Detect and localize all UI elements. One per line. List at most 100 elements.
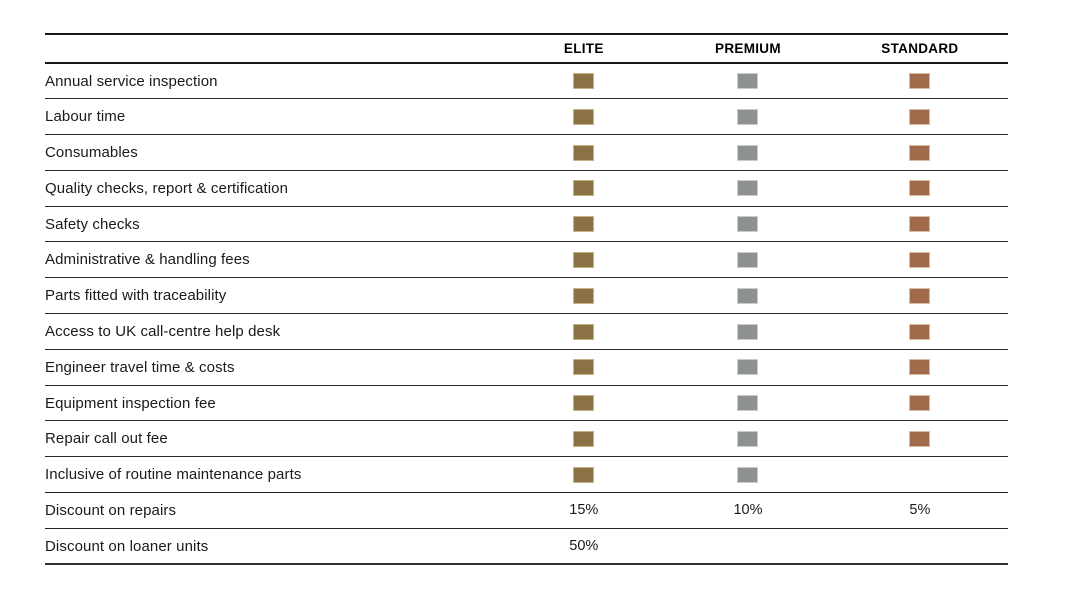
- table-row: Consumables: [45, 134, 1008, 171]
- elite-cell: [503, 313, 665, 350]
- header-row: ELITE PREMIUM STANDARD: [45, 33, 1008, 64]
- standard-cell: [831, 170, 1008, 207]
- standard-cell: [831, 313, 1008, 350]
- premium-included-swatch: [737, 144, 759, 161]
- premium-included-swatch: [737, 108, 759, 125]
- elite-cell: [503, 134, 665, 171]
- premium-cell: [664, 241, 832, 279]
- service-plans-comparison-table: ELITE PREMIUM STANDARD Annual service in…: [45, 33, 1008, 566]
- elite-included-swatch: [573, 287, 595, 304]
- premium-cell: [664, 63, 832, 100]
- elite-cell: 50%: [503, 528, 665, 566]
- standard-included-swatch: [909, 430, 931, 447]
- elite-included-swatch: [573, 144, 595, 161]
- column-header-elite: ELITE: [503, 33, 665, 64]
- elite-included-swatch: [573, 359, 595, 376]
- premium-cell: [664, 456, 832, 494]
- elite-cell: [503, 241, 665, 279]
- elite-included-swatch: [573, 323, 595, 340]
- feature-label: Equipment inspection fee: [45, 385, 504, 422]
- premium-cell: [664, 277, 832, 315]
- elite-included-swatch: [573, 180, 595, 197]
- elite-cell: [503, 385, 665, 422]
- standard-included-swatch: [909, 359, 931, 376]
- elite-included-swatch: [573, 73, 595, 90]
- table-row: Discount on loaner units 50%: [45, 528, 1008, 566]
- premium-cell: [664, 134, 832, 171]
- elite-cell: [503, 170, 665, 207]
- premium-cell: [664, 420, 832, 458]
- feature-label: Consumables: [45, 134, 504, 171]
- premium-cell: 10%: [664, 492, 832, 529]
- premium-included-swatch: [737, 430, 759, 447]
- table-row: Administrative & handling fees: [45, 241, 1008, 279]
- standard-cell: [831, 241, 1008, 279]
- elite-included-swatch: [573, 108, 595, 125]
- feature-label: Discount on loaner units: [45, 528, 504, 566]
- feature-label: Administrative & handling fees: [45, 241, 504, 279]
- table-row: Equipment inspection fee: [45, 385, 1008, 422]
- standard-value-text: 5%: [909, 502, 931, 519]
- standard-included-swatch: [909, 251, 931, 268]
- feature-label: Annual service inspection: [45, 63, 504, 100]
- elite-included-swatch: [573, 251, 595, 268]
- standard-included-swatch: [909, 216, 931, 233]
- standard-included-swatch: [909, 287, 931, 304]
- standard-cell: [831, 206, 1008, 243]
- feature-label: Parts fitted with traceability: [45, 277, 504, 315]
- elite-value-text: 50%: [569, 538, 599, 554]
- standard-included-swatch: [909, 395, 931, 412]
- elite-cell: [503, 63, 665, 100]
- elite-cell: [503, 456, 665, 494]
- elite-cell: [503, 420, 665, 458]
- feature-label: Access to UK call-centre help desk: [45, 313, 504, 350]
- standard-cell: [831, 385, 1008, 422]
- standard-cell: [831, 420, 1008, 458]
- standard-cell: [831, 349, 1008, 386]
- standard-cell: [831, 134, 1008, 171]
- standard-cell: [831, 277, 1008, 315]
- table-row: Quality checks, report & certification: [45, 170, 1008, 207]
- table-row: Discount on repairs 15% 10% 5%: [45, 492, 1008, 529]
- standard-included-swatch: [909, 180, 931, 197]
- elite-included-swatch: [573, 430, 595, 447]
- table-row: Inclusive of routine maintenance parts: [45, 456, 1008, 494]
- elite-cell: [503, 98, 665, 136]
- feature-label: Repair call out fee: [45, 420, 504, 458]
- elite-cell: [503, 349, 665, 386]
- standard-cell: [831, 98, 1008, 136]
- table-row: Parts fitted with traceability: [45, 277, 1008, 315]
- table-row: Labour time: [45, 98, 1008, 136]
- premium-included-swatch: [737, 323, 759, 340]
- premium-included-swatch: [737, 466, 759, 483]
- premium-cell: [664, 349, 832, 386]
- feature-column-header: [45, 33, 504, 64]
- premium-value-text: 10%: [733, 502, 763, 519]
- column-header-premium: PREMIUM: [664, 33, 832, 64]
- premium-included-swatch: [737, 216, 759, 233]
- premium-included-swatch: [737, 180, 759, 197]
- premium-included-swatch: [737, 395, 759, 412]
- table-row: Annual service inspection: [45, 63, 1008, 100]
- premium-cell: [664, 313, 832, 350]
- standard-included-swatch: [909, 73, 931, 90]
- elite-included-swatch: [573, 216, 595, 233]
- standard-included-swatch: [909, 144, 931, 161]
- premium-cell: [664, 98, 832, 136]
- elite-cell: [503, 206, 665, 243]
- premium-included-swatch: [737, 73, 759, 90]
- table-row: Repair call out fee: [45, 420, 1008, 458]
- feature-label: Inclusive of routine maintenance parts: [45, 456, 504, 494]
- feature-label: Discount on repairs: [45, 492, 504, 529]
- premium-cell: [664, 206, 832, 243]
- premium-included-swatch: [737, 287, 759, 304]
- premium-cell: [664, 385, 832, 422]
- premium-cell: [664, 528, 832, 566]
- standard-cell: [831, 63, 1008, 100]
- standard-cell: [831, 528, 1008, 566]
- premium-cell: [664, 170, 832, 207]
- standard-cell: [831, 456, 1008, 494]
- table-row: Engineer travel time & costs: [45, 349, 1008, 386]
- feature-label: Safety checks: [45, 206, 504, 243]
